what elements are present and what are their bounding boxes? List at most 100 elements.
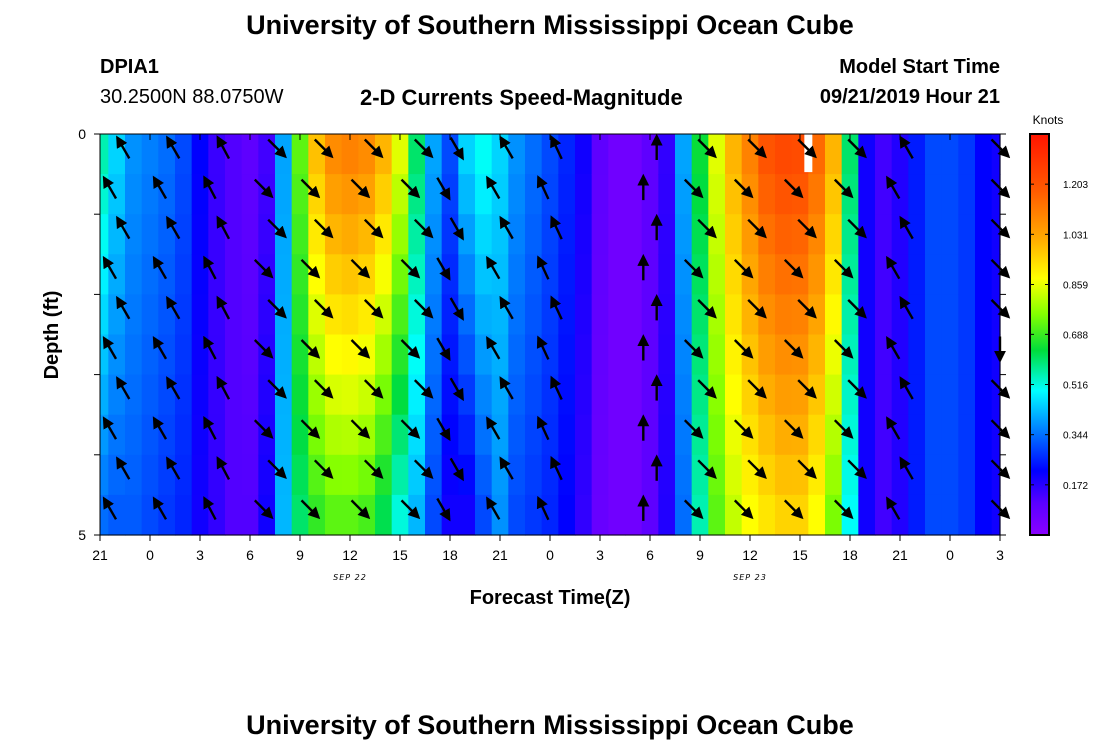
heatmap-cell [175,294,193,336]
current-vector-arrow [833,339,854,359]
current-vector-arrow [350,499,371,520]
current-vector-arrow [733,499,754,520]
heatmap-cell [491,494,509,536]
heatmap-cell [225,174,243,215]
heatmap-cell [491,174,509,215]
heatmap-cell [941,214,959,255]
heatmap-cell [408,374,426,416]
heatmap-cell [758,334,776,376]
current-vector-arrow [313,379,334,399]
heatmap-cell [158,174,176,215]
heatmap-cell [208,134,226,175]
heatmap-cell [108,214,126,255]
x-tick-label: 3 [596,547,604,563]
current-vector-arrow [166,135,181,159]
current-vector-arrow [116,295,131,320]
current-vector-arrow [102,496,118,520]
heatmap-cell [225,494,243,536]
heatmap-cell [608,374,626,416]
heatmap-cell [808,454,826,496]
current-vector-arrow [166,456,181,480]
heatmap-cell [525,134,543,175]
heatmap-cell [441,134,459,175]
heatmap-cell [991,454,1001,496]
heatmap-cell [958,174,976,215]
current-vector-arrow [797,379,817,399]
heatmap-cell [241,214,259,255]
heatmap-cell [808,214,826,255]
current-vector-arrow [413,218,434,239]
heatmap-cell [625,214,643,255]
heatmap-cell [558,454,576,496]
heatmap-cell [758,134,776,175]
heatmap-cell [125,294,143,336]
heatmap-cell [591,494,609,536]
heatmap-cell [458,414,476,456]
current-vector-arrow [152,496,168,520]
current-vector-arrow [102,255,118,280]
heatmap-cell [225,134,243,175]
current-vector-arrow [683,339,704,359]
x-tick-label: 0 [946,547,954,563]
current-vector-arrow [499,376,514,400]
heatmap-cell [100,494,109,536]
current-vector-arrow [536,335,550,360]
heatmap-cell [175,454,193,496]
heatmap-cell [508,454,526,496]
heatmap-cell [108,334,126,376]
heatmap-cell [208,374,226,416]
model-start-label: Model Start Time [839,56,1000,78]
heatmap-cell [225,294,243,336]
heatmap-cell [908,134,926,175]
heatmap-cell [125,334,143,376]
heatmap-cell [541,454,559,496]
current-vector-arrow [550,295,563,320]
app-title-bottom: University of Southern Mississippi Ocean… [246,710,854,740]
current-vector-arrow [536,415,550,441]
current-vector-arrow [436,417,451,442]
heatmap-cell [608,454,626,496]
heatmap-cell [391,334,409,376]
current-vector-arrow [363,459,384,479]
current-vector-arrow [783,339,804,359]
current-vector-arrow [436,337,451,361]
current-vector-arrow [847,459,867,479]
heatmap-cell [841,454,859,496]
heatmap-cell [941,254,959,295]
current-vector-arrow [886,496,901,520]
current-vector-arrow [847,218,867,239]
heatmap-cell [175,174,193,215]
heatmap-cell [258,214,276,255]
heatmap-cell [375,374,393,416]
heatmap-cell [575,214,593,255]
date-label: SEP 22 [333,573,367,582]
current-vector-arrow [400,178,421,199]
heatmap-cell [158,494,176,536]
x-tick-label: 3 [996,547,1004,563]
heatmap-cell [825,294,843,336]
heatmap-cell [558,414,576,456]
heatmap-cell [241,254,259,295]
heatmap-cell [875,374,893,416]
current-vector-arrow [267,379,287,399]
heatmap-cell [575,414,593,456]
x-tick-label: 6 [246,547,254,563]
heatmap-cell [575,134,593,175]
heatmap-cell [775,374,793,416]
heatmap-cell [958,294,976,336]
heatmap-cell [441,214,459,255]
current-vector-arrow [797,138,817,159]
x-tick-label: 18 [842,547,858,563]
current-vector-arrow [683,258,704,279]
heatmap-cell [591,334,609,376]
heatmap-cell [891,334,909,376]
current-vector-arrow [449,457,464,482]
heatmap-cell [758,494,776,536]
current-vector-arrow [166,376,181,400]
heatmap-cell [375,174,393,215]
current-vector-arrow [499,295,514,320]
heatmap-cell [100,334,109,376]
heatmap-cell [425,334,443,376]
heatmap-cell [725,214,743,255]
heatmap-cell [441,494,459,536]
